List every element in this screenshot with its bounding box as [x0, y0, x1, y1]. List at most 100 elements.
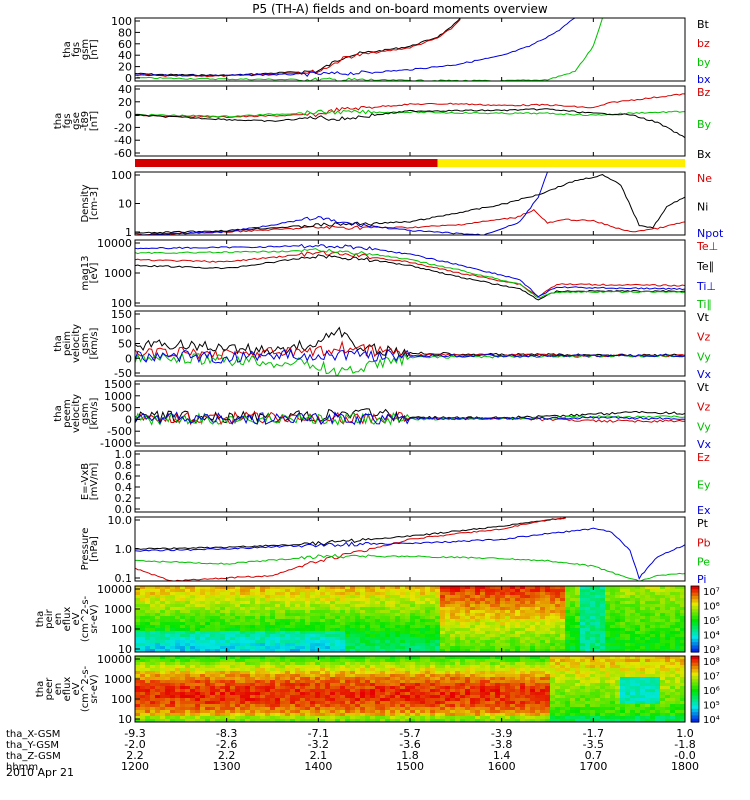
y-tick-label: 1000 [104, 603, 132, 616]
series-line-Te⊥ [135, 250, 685, 298]
x-tick-x: -3.9 [491, 727, 512, 740]
svg-text:tha: tha [53, 335, 64, 351]
colorbar-tick-label: 10⁷ [703, 672, 720, 683]
y-tick-label: 0.0 [115, 503, 133, 516]
colorbar-peir_en_eflux: 10⁷ 10⁶ 10⁵ 10⁴ 10³ [690, 585, 720, 656]
y-tick-label: -50 [114, 367, 132, 380]
x-tick-y: -3.8 [491, 738, 512, 751]
colorbar-tick-label: 10⁴ [703, 715, 720, 726]
series-line-Vt [135, 326, 685, 358]
svg-text:fgs: fgs [71, 42, 82, 57]
colorbar-tick-label: 10⁴ [703, 631, 720, 642]
svg-text:fgs: fgs [62, 113, 73, 128]
colorbar-tick-label: 10⁸ [703, 657, 720, 668]
series-line-Bz [135, 93, 685, 119]
x-tick-hhmm: 1800 [671, 760, 699, 773]
mode-bar-segment-1 [437, 159, 685, 167]
svg-text:[nT]: [nT] [89, 111, 100, 131]
svg-text:[nPa]: [nPa] [89, 536, 100, 562]
series-line-Bt [135, 18, 461, 77]
figure-title: P5 (TH-A) fields and on-board moments ov… [252, 2, 548, 16]
series-line-Pe [135, 553, 685, 581]
x-tick-hhmm: 1300 [213, 760, 241, 773]
y-tick-label: -1000 [100, 437, 132, 450]
y-tick-label: 1 [125, 226, 132, 239]
legend-entry: bx [697, 73, 711, 86]
legend-entry: Ex [697, 504, 711, 517]
y-tick-label: 1000 [104, 267, 132, 280]
panel-frame [134, 85, 686, 157]
date-label: 2010 Apr 21 [6, 766, 74, 779]
svg-text:gsm: gsm [80, 333, 91, 354]
x-tick-z: 2.2 [218, 749, 236, 762]
y-axis-label: Pressure[nPa] [80, 528, 100, 571]
svg-text:eV: eV [71, 612, 82, 625]
x-tick-z: 0.7 [585, 749, 603, 762]
spectrogram-peir_en_eflux [135, 586, 685, 652]
panel-density: 100 10 1 Density[cm-3] Ne Ni Npot [80, 169, 724, 240]
svg-text:[cm-3]: [cm-3] [89, 187, 100, 220]
legend-entry: Bx [697, 148, 712, 161]
panel-efield: 1.00.80.60.40.20.0 E=-VxB[mV/m] Ez Ey Ex [80, 448, 711, 517]
y-tick-label: 80 [118, 26, 132, 39]
legend-entry: Vt [697, 381, 710, 394]
x-tick-z: 1.8 [401, 749, 419, 762]
svg-text:-t89: -t89 [80, 111, 91, 131]
svg-text:gsm: gsm [80, 39, 91, 60]
y-tick-label: 0.8 [115, 459, 133, 472]
y-tick-label: 20 [118, 61, 132, 74]
panel-frame [134, 171, 686, 236]
x-tick-hhmm: 1500 [396, 760, 424, 773]
legend-entry: Bt [697, 18, 710, 31]
x-tick-z: 2.2 [126, 749, 144, 762]
y-tick-label: 0.4 [115, 481, 133, 494]
legend-entry: Te∥ [696, 260, 714, 273]
y-tick-label: 10.0 [108, 514, 133, 527]
x-tick-y: -2.0 [124, 738, 145, 751]
x-row-label: tha_Y-GSM [6, 740, 59, 751]
panel-temperature: 10000 1000 100 mag13[eV] Te⊥ Te∥ Ti⊥ Ti∥ [80, 237, 718, 311]
y-tick-label: 10000 [97, 653, 132, 666]
series-line-Ti⊥ [135, 243, 685, 298]
x-tick-z: 1.4 [493, 749, 511, 762]
series-line-Bx [135, 108, 685, 139]
legend-entry: By [697, 118, 712, 131]
legend-entry: bz [697, 37, 710, 50]
y-axis-label: Density[cm-3] [80, 184, 100, 222]
legend-entry: Ez [697, 451, 710, 464]
y-tick-label: 150 [111, 308, 132, 321]
y-tick-label: -500 [107, 425, 132, 438]
y-tick-label: 0 [125, 72, 132, 85]
y-tick-label: 0 [125, 352, 132, 365]
x-tick-z: -0.0 [674, 749, 695, 762]
svg-text:en: en [53, 613, 64, 626]
spectrogram-peer_en_eflux [135, 656, 685, 722]
x-tick-x: -9.3 [124, 727, 145, 740]
legend-entry: Ne [697, 172, 712, 185]
x-tick-y: -3.6 [399, 738, 420, 751]
colorbar-tick-label: 10⁷ [703, 587, 720, 598]
y-tick-label: 40 [118, 83, 132, 96]
x-tick-hhmm: 1700 [579, 760, 607, 773]
svg-text:peir: peir [44, 608, 55, 628]
x-tick-x: -8.3 [216, 727, 237, 740]
svg-text:sr-eV): sr-eV) [89, 604, 100, 633]
x-tick-x: -7.1 [308, 727, 329, 740]
series-line-by [135, 18, 603, 81]
svg-text:Density: Density [80, 184, 91, 222]
y-tick-label: 1000 [104, 673, 132, 686]
svg-text:[eV]: [eV] [89, 263, 100, 284]
legend-entry: Vx [697, 368, 712, 381]
y-tick-label: 10000 [97, 237, 132, 250]
panel-pressure: 10.0 1.0 0.1 Pressure[nPa] Pt Pb Pe Pi [80, 514, 711, 586]
y-tick-label: 50 [118, 338, 132, 351]
x-tick-hhmm: 1600 [488, 760, 516, 773]
x-tick-hhmm: 1400 [304, 760, 332, 773]
panels: 100806040200thafgsgsm[nT]Btbzbybx40200-2… [35, 15, 724, 726]
y-tick-label: 1.0 [115, 543, 133, 556]
legend-entry: Npot [697, 227, 724, 240]
legend-entry: Vx [697, 438, 712, 451]
